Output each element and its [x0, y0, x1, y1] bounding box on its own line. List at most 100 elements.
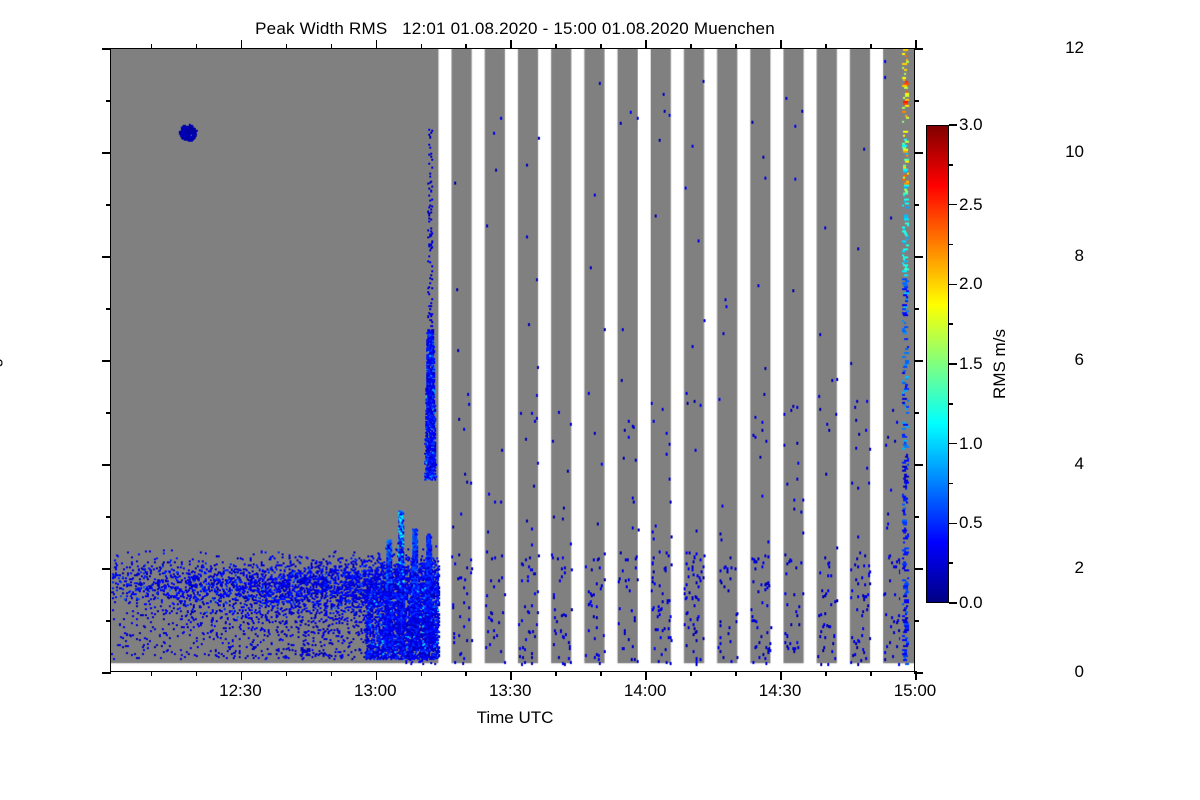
- x-tick: [600, 44, 602, 49]
- y-tick-5: [106, 412, 111, 414]
- y-tick-10: [102, 152, 111, 154]
- y-tick-label: 12: [1065, 38, 1084, 57]
- colorbar-tick: [949, 164, 953, 166]
- x-tick: [420, 671, 423, 676]
- x-tick: [195, 671, 198, 676]
- y-tick-7: [106, 308, 111, 310]
- x-tick: [645, 40, 647, 49]
- colorbar-tick: [949, 562, 953, 564]
- x-tick-label: 14:00: [623, 681, 667, 700]
- y-tick-6: [914, 360, 923, 362]
- x-tick: [825, 671, 827, 676]
- x-tick: [555, 671, 558, 676]
- x-tick: [330, 44, 333, 49]
- y-tick-11: [106, 100, 111, 102]
- figure-title: Peak Width RMS 12:01 01.08.2020 - 15:00 …: [255, 19, 775, 38]
- range-time-heatmap: [111, 49, 914, 671]
- x-tick: [825, 44, 827, 49]
- x-tick: [600, 671, 602, 676]
- y-tick-1: [914, 620, 919, 622]
- colorbar-tick: [949, 522, 957, 525]
- x-tick: [195, 44, 198, 49]
- colorbar-tick: [949, 124, 957, 126]
- y-tick-9: [914, 204, 919, 206]
- colorbar-tick-label: 2.0: [959, 274, 983, 294]
- x-tick: [735, 44, 737, 49]
- y-tick-9: [106, 204, 111, 206]
- colorbar-tick: [949, 442, 957, 445]
- y-tick-12: [914, 48, 923, 50]
- y-tick-2: [914, 568, 923, 570]
- colorbar-tick: [949, 243, 953, 246]
- y-tick-8: [914, 256, 923, 258]
- y-tick-3: [106, 516, 111, 518]
- y-tick-0: [914, 672, 923, 674]
- y-tick-12: [102, 48, 111, 50]
- y-tick-2: [102, 568, 111, 570]
- colorbar-tick-label: 2.5: [959, 194, 983, 214]
- y-tick-7: [914, 308, 919, 310]
- x-axis-label: Time UTC: [476, 708, 554, 727]
- y-tick-8: [102, 256, 111, 258]
- x-tick: [330, 671, 333, 676]
- x-tick: [555, 44, 558, 49]
- colorbar-tick-label: 1.5: [959, 354, 983, 373]
- x-tick: [510, 671, 513, 680]
- colorbar-tick: [949, 283, 957, 286]
- x-tick: [690, 671, 692, 676]
- y-tick-label: 2: [1074, 558, 1084, 577]
- colorbar-tick: [949, 203, 957, 206]
- x-tick: [150, 671, 153, 676]
- x-tick: [240, 40, 243, 49]
- x-tick: [780, 671, 782, 680]
- y-tick-label: 6: [1074, 350, 1084, 369]
- colorbar-tick-label: 0.0: [959, 593, 983, 612]
- x-tick: [690, 44, 692, 49]
- y-tick-label: 4: [1074, 454, 1084, 473]
- x-tick: [780, 40, 782, 49]
- plot-area: [102, 40, 923, 680]
- colorbar: 0.0 0.5 1.0 1.5 2.0 2.5 3.0: [926, 115, 983, 612]
- x-tick: [375, 671, 378, 680]
- x-tick: [915, 40, 917, 49]
- x-tick: [510, 40, 513, 49]
- x-tick: [420, 44, 423, 49]
- x-tick-label: 13:00: [354, 681, 397, 700]
- y-tick-3: [914, 516, 919, 518]
- y-tick-label: 10: [1065, 142, 1084, 161]
- colorbar-tick-label: 1.0: [959, 433, 983, 453]
- y-tick-1: [106, 620, 111, 622]
- x-tick: [465, 44, 468, 49]
- y-tick-4: [102, 464, 111, 466]
- x-tick-label: 14:30: [758, 681, 802, 700]
- colorbar-tick-label: 0.5: [959, 513, 983, 533]
- x-tick: [240, 671, 243, 680]
- colorbar-tick: [949, 482, 953, 485]
- colorbar-tick-label: 3.0: [959, 115, 983, 134]
- x-tick: [465, 671, 468, 676]
- colorbar-tick: [949, 323, 953, 325]
- y-tick-label: 8: [1074, 246, 1084, 265]
- x-tick-label: 13:30: [488, 681, 532, 700]
- colorbar-tick: [949, 602, 957, 604]
- y-tick-11: [914, 100, 919, 102]
- x-tick: [870, 44, 872, 49]
- x-tick-label: 12:30: [219, 681, 262, 700]
- x-tick: [870, 671, 872, 676]
- x-tick-label: 15:00: [893, 681, 937, 700]
- colorbar-tick: [949, 403, 953, 405]
- x-tick: [735, 671, 737, 676]
- y-tick-6: [102, 360, 111, 362]
- x-tick: [915, 671, 917, 680]
- x-tick: [150, 44, 153, 49]
- x-tick: [375, 40, 378, 49]
- y-tick-4: [914, 464, 923, 466]
- y-tick-0: [102, 672, 111, 674]
- y-axis-label: Range km: [0, 321, 3, 399]
- colorbar-tick: [949, 363, 957, 365]
- colorbar-border: [926, 125, 949, 603]
- y-tick-label: 0: [1074, 662, 1084, 681]
- x-tick: [285, 671, 288, 676]
- colorbar-gradient: [926, 125, 949, 603]
